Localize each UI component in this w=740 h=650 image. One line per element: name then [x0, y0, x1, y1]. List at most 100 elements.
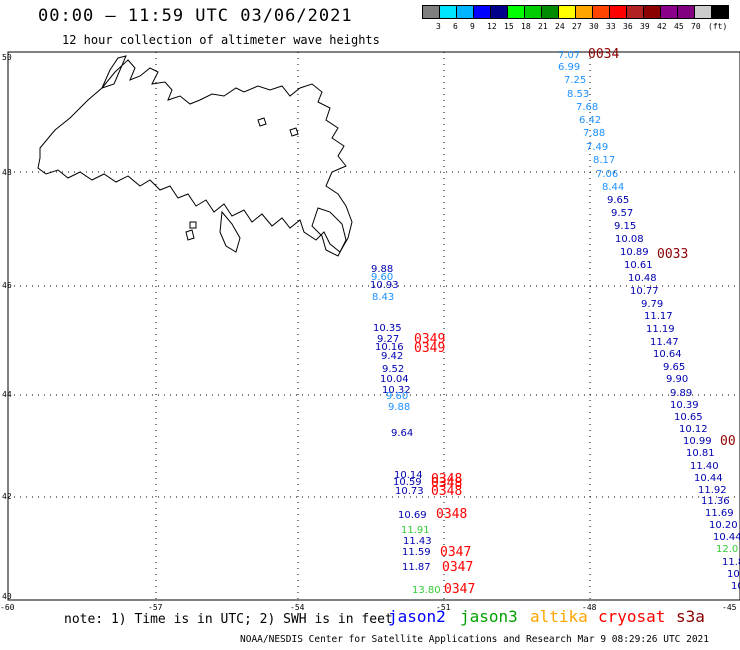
scale-swatch — [473, 5, 491, 19]
pass-time-tag: 0347 — [444, 582, 475, 597]
island-4 — [289, 127, 299, 137]
lon-label-45: -45 — [722, 603, 737, 612]
wave-height-value: 11.59 — [402, 547, 431, 558]
scale-swatch — [626, 5, 644, 19]
wave-height-value: 8.44 — [602, 182, 624, 193]
wave-height-value: 8.53 — [567, 89, 589, 100]
scale-tick-label: 18 — [521, 22, 531, 31]
wave-height-value: 9.88 — [371, 264, 393, 275]
wave-height-value: 9.42 — [381, 351, 403, 362]
map-title: 00:00 – 11:59 UTC 03/06/2021 — [38, 6, 353, 26]
pass-time-tag: 0349 — [414, 341, 445, 356]
wave-height-value: 9.79 — [641, 299, 663, 310]
wave-height-value: 11.69 — [705, 508, 734, 519]
scale-swatch — [422, 5, 440, 19]
lat-label-42: 42 — [2, 492, 12, 501]
legend-cryosat: cryosat — [598, 607, 666, 626]
wave-height-value: 8.43 — [372, 292, 394, 303]
graticule — [8, 52, 740, 600]
pass-time-tag: 0348 — [431, 484, 462, 499]
scale-tick-label: 27 — [572, 22, 582, 31]
scale-swatch — [490, 5, 508, 19]
lat-label-46: 46 — [2, 281, 12, 290]
lat-label-50: 50 — [2, 53, 12, 62]
legend-jason3: jason3 — [460, 607, 518, 626]
wave-height-value: 6.42 — [579, 115, 601, 126]
pass-time-tag: 0348 — [431, 472, 462, 487]
legend-s3a: s3a — [676, 607, 705, 626]
pass-time-tag: 0348 — [436, 507, 467, 522]
scale-tick-label: 24 — [555, 22, 565, 31]
wave-height-value: 10.89 — [620, 247, 649, 258]
wave-height-value: 10.35 — [373, 323, 402, 334]
wave-height-value: 10.48 — [628, 273, 657, 284]
wave-height-value: 11.36 — [701, 496, 730, 507]
wave-height-value: 9.88 — [388, 402, 410, 413]
scale-tick-label: 6 — [453, 22, 458, 31]
wave-height-value: 11.8 — [722, 557, 740, 568]
wave-height-value: 8.17 — [593, 155, 615, 166]
pass-time-tag: 0034 — [588, 47, 619, 62]
wave-height-value: 7.07 — [558, 50, 580, 61]
pass-time-tag: 0033 — [657, 247, 688, 262]
scale-swatch — [592, 5, 610, 19]
wave-height-value: 9.52 — [382, 364, 404, 375]
wave-height-value: 9.90 — [666, 374, 688, 385]
pass-time-tag: 0347 — [440, 545, 471, 560]
wave-height-value: 10.81 — [686, 448, 715, 459]
wave-height-value: 11.87 — [402, 562, 431, 573]
wave-height-value: 10.99 — [683, 436, 712, 447]
pass-time-tag: 0349 — [414, 332, 445, 347]
wave-height-value: 11.92 — [698, 485, 727, 496]
wave-height-value: 10.04 — [380, 374, 409, 385]
wave-height-value: 11.47 — [650, 337, 679, 348]
wave-height-value: 9.60 — [371, 272, 393, 283]
wave-height-value: 10.39 — [670, 400, 699, 411]
lat-label-48: 48 — [2, 168, 12, 177]
legend-altika: altika — [530, 607, 588, 626]
wave-height-value: 11.19 — [646, 324, 675, 335]
coastline — [37, 55, 353, 257]
wave-height-value: 10.73 — [395, 486, 424, 497]
avalon-peninsula — [311, 207, 347, 257]
wave-height-value: 10.77 — [630, 286, 659, 297]
scale-tick-label: 3 — [436, 22, 441, 31]
wave-height-value: 9.15 — [614, 221, 636, 232]
wave-height-value: 10.61 — [624, 260, 653, 271]
wave-height-value: 9.27 — [377, 334, 399, 345]
pass-time-tag: 00 — [720, 434, 736, 449]
wave-height-value: 9.64 — [391, 428, 413, 439]
wave-height-value: 10.65 — [674, 412, 703, 423]
lon-label-57: -57 — [148, 603, 163, 612]
scale-tick-label: 39 — [640, 22, 650, 31]
island-1 — [185, 229, 195, 241]
lat-label-40: 40 — [2, 592, 12, 601]
wave-height-value: 10 — [731, 581, 740, 592]
scale-tick-label: 30 — [589, 22, 599, 31]
wave-height-value: 11.43 — [403, 536, 432, 547]
wave-height-value: 7.68 — [576, 102, 598, 113]
wave-height-value: 7.25 — [564, 75, 586, 86]
scale-tick-label: 15 — [504, 22, 514, 31]
scale-swatch — [711, 5, 729, 19]
scale-tick-label: 9 — [470, 22, 475, 31]
wave-height-value: 10.08 — [615, 234, 644, 245]
scale-swatch — [558, 5, 576, 19]
scale-swatch — [643, 5, 661, 19]
wave-height-value: 10.20 — [709, 520, 738, 531]
scale-tick-label: 36 — [623, 22, 633, 31]
newfoundland-coastline — [37, 59, 353, 253]
wave-height-value: 11.17 — [644, 311, 673, 322]
island-3 — [257, 117, 267, 127]
lon-label-60: -60 — [0, 603, 15, 612]
pass-time-tags: 0034003300034903490348034803480348034703… — [414, 47, 736, 597]
scale-swatch — [609, 5, 627, 19]
scale-unit-label: (ft) — [708, 22, 728, 31]
wave-height-value: 9.65 — [663, 362, 685, 373]
map-subtitle: 12 hour collection of altimeter wave hei… — [62, 33, 380, 47]
wave-height-value: 12.0 — [716, 544, 738, 555]
scale-swatch — [507, 5, 525, 19]
island-2 — [189, 221, 197, 229]
scale-swatch — [575, 5, 593, 19]
scale-tick-label: 12 — [487, 22, 497, 31]
